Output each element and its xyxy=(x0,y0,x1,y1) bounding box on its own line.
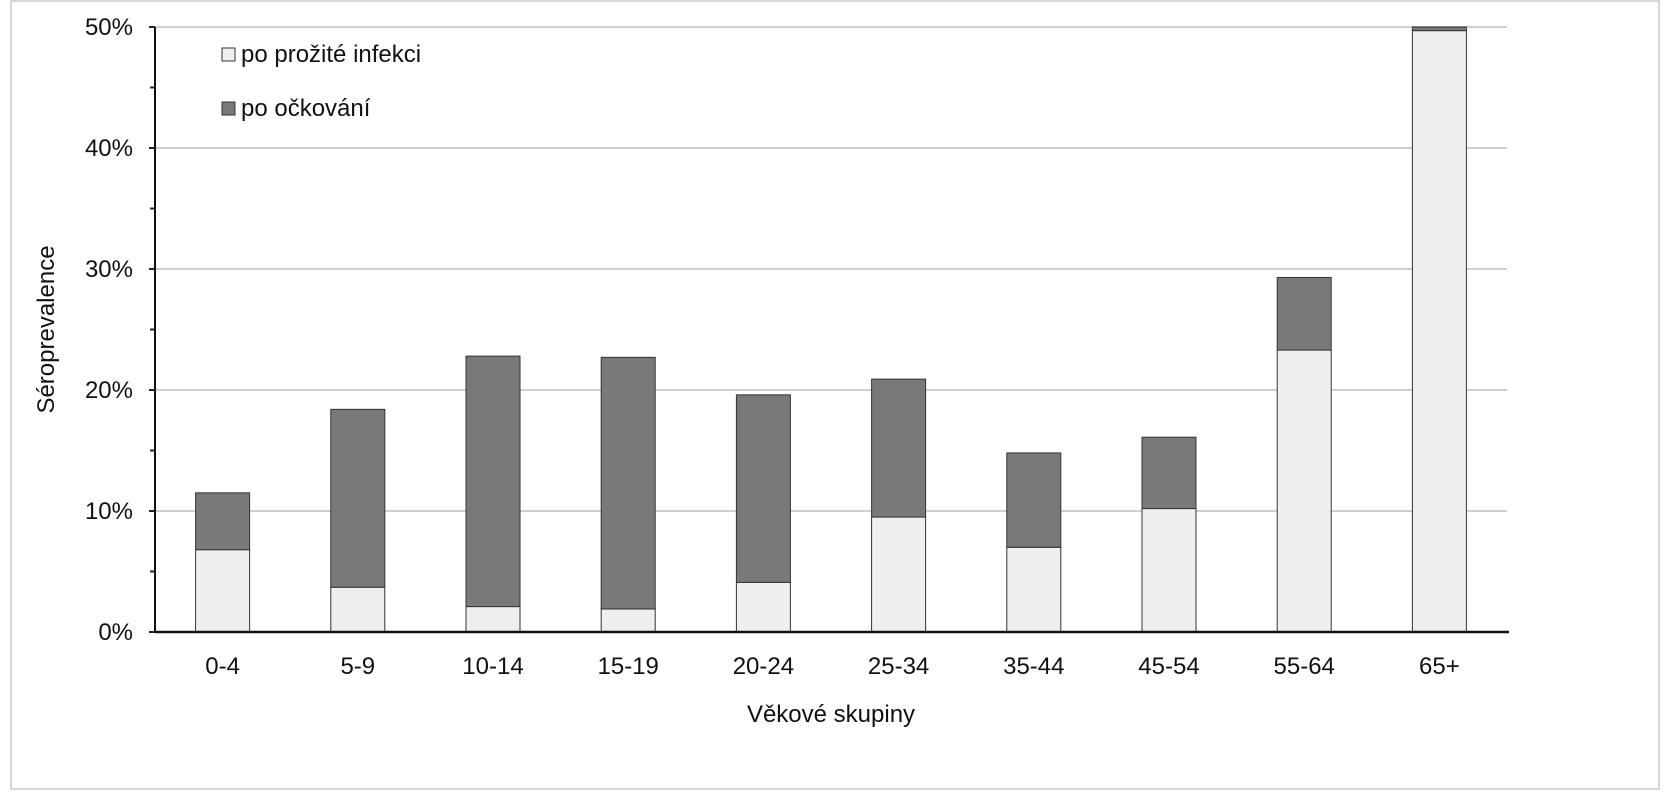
x-tick-label: 35-44 xyxy=(1003,653,1064,680)
x-tick-label: 55-64 xyxy=(1274,653,1335,680)
stacked-bar-chart: 0% 10% 20% 30% 40% 50% 0-4 5-9 10-14 15-19 20-24 2… xyxy=(33,14,1509,728)
bars xyxy=(195,26,1467,633)
x-tick-label: 20-24 xyxy=(733,653,794,680)
y-ticks: 0% 10% 20% 30% 40% 50% xyxy=(85,14,155,646)
legend-label-vaccination: po očkování xyxy=(241,95,371,122)
legend-label-infection: po prožité infekci xyxy=(241,41,421,68)
bar-infection xyxy=(1411,30,1467,633)
bar-infection xyxy=(871,516,927,633)
bar-infection xyxy=(1141,508,1197,633)
bar-vaccination xyxy=(600,356,656,610)
legend-swatch-vaccination xyxy=(221,101,236,116)
bar-infection xyxy=(195,549,251,633)
legend: po prožité infekci po očkování xyxy=(221,41,421,122)
y-axis-label: Séroprevalence xyxy=(33,245,60,413)
bar-vaccination xyxy=(735,394,791,583)
x-tick-label: 15-19 xyxy=(598,653,659,680)
bar-vaccination xyxy=(1006,452,1062,548)
x-tick-label: 5-9 xyxy=(340,653,375,680)
x-axis-label: Věkové skupiny xyxy=(747,701,915,728)
x-tick-labels: 0-4 5-9 10-14 15-19 20-24 25-34 35-44 45-54 55-6… xyxy=(205,653,1460,680)
x-tick-label: 65+ xyxy=(1419,653,1460,680)
bar-infection xyxy=(600,608,656,633)
bar-vaccination xyxy=(1411,26,1467,32)
bar-vaccination xyxy=(1141,436,1197,510)
bar-infection xyxy=(465,606,521,633)
y-tick-label: 40% xyxy=(85,135,133,162)
x-tick-label: 25-34 xyxy=(868,653,929,680)
legend-swatch-infection xyxy=(221,47,236,62)
y-tick-label: 10% xyxy=(85,498,133,525)
bar-vaccination xyxy=(330,408,386,588)
y-tick-label: 20% xyxy=(85,377,133,404)
y-tick-label: 30% xyxy=(85,256,133,283)
bar-vaccination xyxy=(465,355,521,608)
bar-infection xyxy=(1006,546,1062,633)
bar-vaccination xyxy=(871,378,927,518)
bar-infection xyxy=(735,581,791,633)
x-tick-label: 10-14 xyxy=(462,653,523,680)
bar-infection xyxy=(330,586,386,633)
x-tick-label: 0-4 xyxy=(205,653,240,680)
x-tick-label: 45-54 xyxy=(1138,653,1199,680)
chart-frame: 0% 10% 20% 30% 40% 50% 0-4 5-9 10-14 15-19 20-24 2… xyxy=(10,0,1660,790)
bar-vaccination xyxy=(1276,276,1332,351)
y-tick-label: 0% xyxy=(98,619,133,646)
y-tick-label: 50% xyxy=(85,14,133,41)
bar-vaccination xyxy=(195,492,251,551)
bar-infection xyxy=(1276,349,1332,633)
